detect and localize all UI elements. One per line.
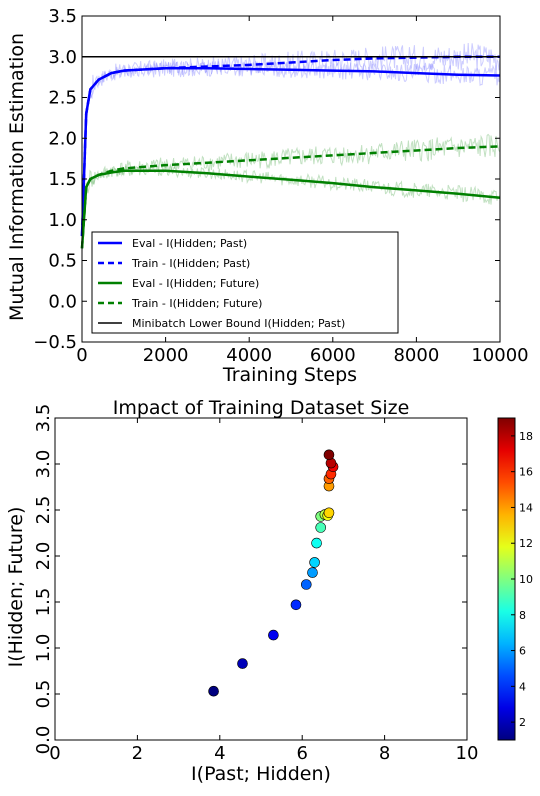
- x-tick-label: 10: [456, 743, 479, 764]
- colorbar-tick-label: 8: [519, 609, 526, 622]
- y-tick-label: 1.5: [48, 169, 77, 190]
- x-tick-label: 0: [49, 743, 60, 764]
- legend-entry-2: Eval - I(Hidden; Future): [132, 277, 259, 290]
- series-line-0: [80, 66, 501, 237]
- plot-frame-bottom: [54, 417, 468, 741]
- x-axis-label-bottom: I(Past; Hidden): [191, 763, 331, 785]
- y-axis-label-top: Mutual Information Estimation: [6, 33, 28, 321]
- y-tick-label: 2.5: [33, 496, 54, 525]
- plot-area-top: 0 2000 4000 6000 8000 10000 −0.5 0.0 0.5 1.0 1.5 2.…: [33, 6, 528, 366]
- scatter-point: [208, 685, 219, 697]
- legend-entry-4: Minibatch Lower Bound I(Hidden; Past): [132, 317, 345, 330]
- colorbar-tick-label: 12: [519, 537, 533, 550]
- colorbar-tick-label: 10: [519, 573, 533, 586]
- scatter-point: [311, 537, 322, 549]
- y-tick-label: 2.5: [48, 88, 77, 109]
- scatter-point: [300, 579, 312, 590]
- y-tick-label: 3.5: [48, 6, 77, 27]
- y-tick-label: 0.0: [48, 291, 77, 312]
- y-tick-label: 0.5: [33, 680, 54, 709]
- colorbar-tick-label: 4: [519, 680, 526, 693]
- mi-training-chart: 0 2000 4000 6000 8000 10000 −0.5 0.0 0.5 1.0 1.5 2.…: [6, 6, 529, 386]
- colorbar-tick-label: 16: [519, 466, 533, 479]
- y-tick-label: −0.5: [33, 332, 77, 353]
- series-line-2: [80, 169, 501, 249]
- colorbar-tick-label: 18: [519, 430, 533, 443]
- scatter-title: Impact of Training Dataset Size: [113, 397, 410, 419]
- x-tick-label: 4: [214, 743, 225, 764]
- colorbar-tick-label: 14: [519, 501, 533, 514]
- scatter-point: [323, 449, 335, 461]
- plot-area-bottom: 0 2 4 6 8 10 0.0 0.5 1.0 1.5 2.0 2.5 3.0 3.5: [33, 404, 478, 764]
- dataset-size-scatter: Impact of Training Dataset Size 0 2 4 6 8 100…: [5, 397, 533, 785]
- y-tick-label: 1.0: [48, 210, 77, 231]
- colorbar-tick-label: 6: [519, 645, 526, 658]
- scatter-point: [290, 599, 302, 611]
- colorbar-tick-label: 2: [519, 716, 526, 729]
- eval-past-noise: [81, 59, 501, 239]
- y-tick-label: 1.5: [33, 588, 54, 617]
- x-axis-label-top: Training Steps: [222, 364, 357, 386]
- scatter-point: [309, 557, 320, 568]
- y-tick-label: 1.0: [33, 634, 54, 663]
- x-tick-label: 2000: [143, 345, 189, 366]
- y-tick-label: 2.0: [33, 542, 54, 571]
- x-tick-label: 2: [132, 743, 143, 764]
- series-line-1: [80, 55, 500, 237]
- train-future-noise: [81, 133, 501, 241]
- y-axis-label-bottom: I(Hidden; Future): [5, 507, 27, 668]
- scatter-point: [268, 629, 279, 641]
- y-tick-label: 3.5: [33, 404, 54, 433]
- scatter-point: [237, 658, 248, 669]
- series-line-3: [80, 145, 501, 249]
- colorbar: 2 4 6 8 10 12 14 16 18: [497, 417, 533, 741]
- x-tick-label: 8000: [393, 345, 439, 366]
- x-tick-label: 4000: [226, 345, 272, 366]
- y-tick-label: 3.0: [48, 47, 77, 68]
- x-tick-label: 6: [296, 743, 307, 764]
- x-tick-label: 8: [379, 743, 390, 764]
- scatter-point: [307, 567, 318, 578]
- y-tick-label: 0.0: [33, 726, 54, 755]
- legend-entry-0: Eval - I(Hidden; Past): [132, 237, 247, 250]
- legend-entry-3: Train - I(Hidden; Future): [131, 297, 262, 310]
- scatter-point: [323, 507, 335, 519]
- x-tick-label: 6000: [310, 345, 356, 366]
- legend-box: [91, 231, 399, 334]
- y-tick-label: 0.5: [48, 251, 77, 272]
- scatter-point: [315, 522, 327, 533]
- y-tick-label: 2.0: [48, 128, 77, 149]
- legend-entry-1: Train - I(Hidden; Past): [131, 257, 250, 270]
- x-tick-label: 10000: [471, 345, 528, 366]
- x-tick-label: 0: [76, 345, 87, 366]
- y-tick-label: 3.0: [33, 450, 54, 479]
